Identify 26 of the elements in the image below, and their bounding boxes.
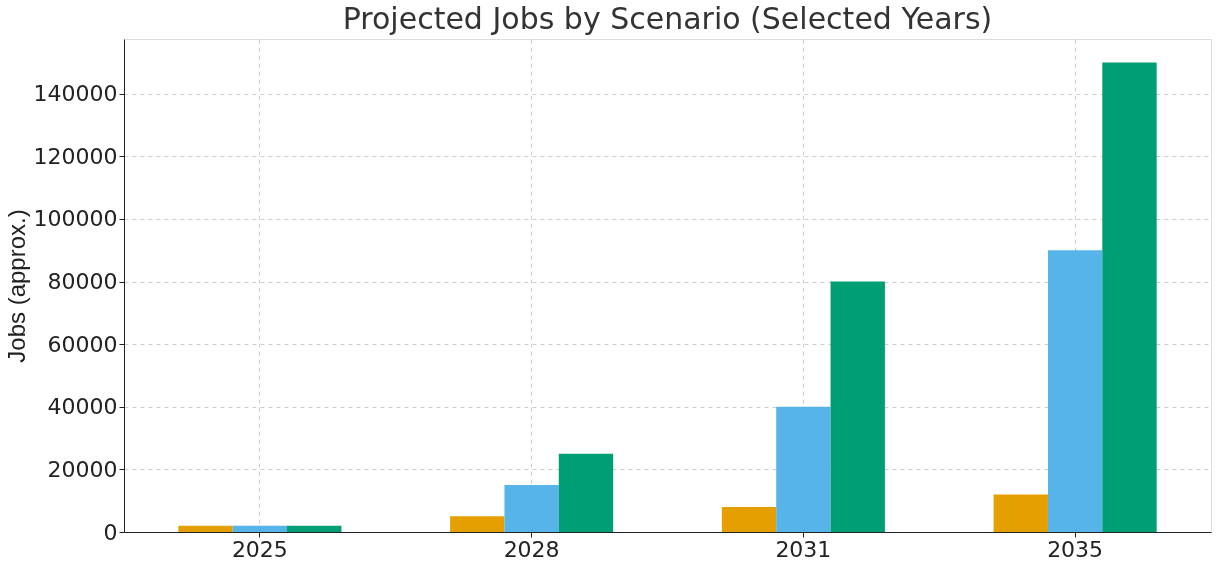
y-tick-label: 60000: [47, 331, 118, 357]
bar: [450, 516, 505, 532]
bar: [504, 485, 559, 532]
bar: [1102, 62, 1157, 532]
x-tick-label: 2025: [231, 536, 288, 562]
bar: [178, 525, 233, 532]
bar: [721, 506, 777, 532]
y-tick-label: 20000: [47, 456, 118, 482]
y-tick-label: 100000: [33, 206, 118, 232]
y-tick-label: 40000: [47, 394, 118, 420]
x-tick-label: 2028: [503, 536, 560, 562]
y-axis-title: Jobs (approx.): [2, 209, 30, 363]
bar: [993, 494, 1048, 532]
y-tick-label: 80000: [47, 269, 118, 295]
bar: [830, 281, 885, 532]
bar: [558, 453, 614, 532]
bar: [232, 525, 288, 532]
bar: [1047, 250, 1103, 532]
y-tick-label: 0: [103, 519, 118, 545]
bar: [287, 525, 342, 532]
x-tick-label: 2031: [775, 536, 832, 562]
y-tick-label: 140000: [33, 81, 118, 107]
bar: [776, 406, 831, 532]
y-tick-label: 120000: [33, 143, 118, 169]
x-tick-label: 2035: [1047, 536, 1104, 562]
chart-title: Projected Jobs by Scenario (Selected Years): [342, 1, 993, 36]
